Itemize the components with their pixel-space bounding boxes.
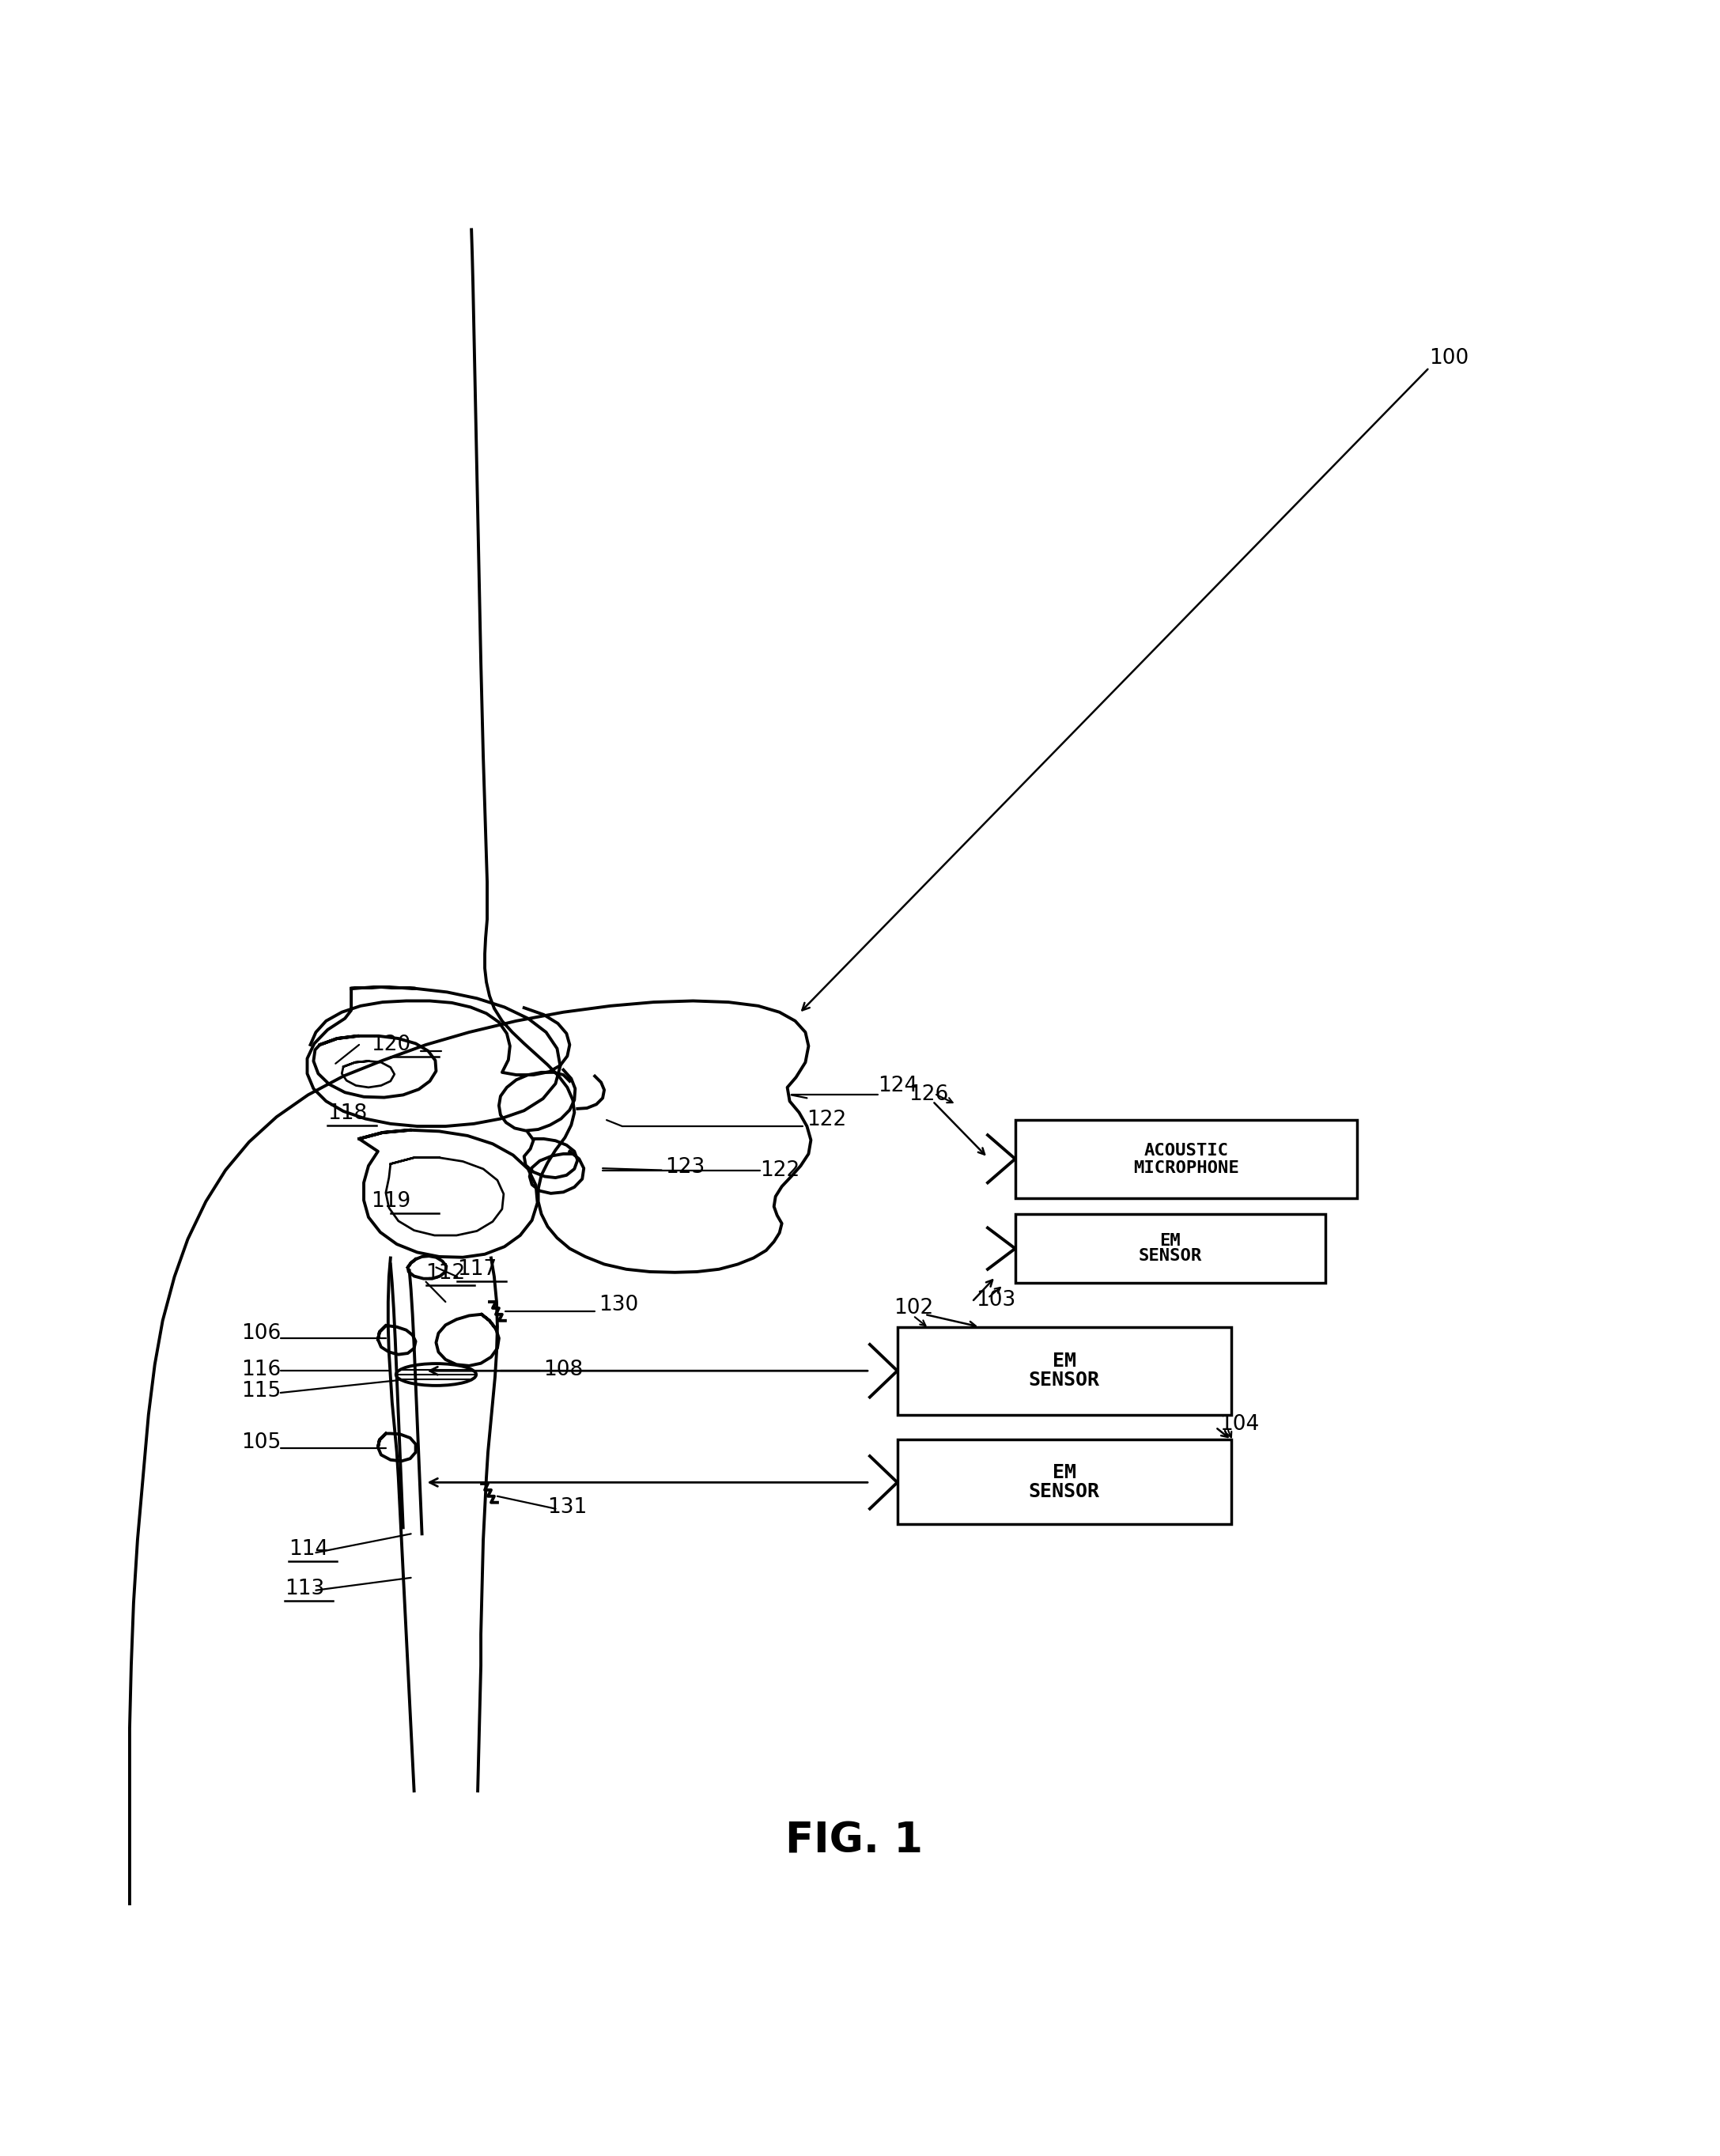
Bar bbox=[898, 1326, 1232, 1414]
Text: SENSOR: SENSOR bbox=[1139, 1248, 1202, 1263]
Text: 112: 112 bbox=[427, 1263, 466, 1285]
Text: 120: 120 bbox=[370, 1035, 411, 1054]
Bar bbox=[898, 1440, 1232, 1524]
Text: 115: 115 bbox=[241, 1382, 280, 1401]
Text: 117: 117 bbox=[458, 1259, 497, 1279]
Text: 124: 124 bbox=[877, 1076, 917, 1095]
Text: 103: 103 bbox=[975, 1289, 1015, 1311]
Text: 114: 114 bbox=[289, 1539, 329, 1559]
Text: 116: 116 bbox=[241, 1358, 280, 1380]
Text: 123: 123 bbox=[666, 1158, 705, 1177]
Text: 102: 102 bbox=[893, 1298, 934, 1319]
Text: 113: 113 bbox=[284, 1578, 323, 1600]
Bar bbox=[1015, 1214, 1326, 1283]
Text: 122: 122 bbox=[760, 1160, 800, 1181]
Text: 131: 131 bbox=[547, 1496, 588, 1518]
Text: SENSOR: SENSOR bbox=[1029, 1481, 1099, 1501]
Text: SENSOR: SENSOR bbox=[1029, 1371, 1099, 1391]
Text: EM: EM bbox=[1053, 1352, 1077, 1371]
Text: 105: 105 bbox=[241, 1432, 280, 1453]
Text: 126: 126 bbox=[910, 1084, 949, 1106]
Text: ACOUSTIC: ACOUSTIC bbox=[1144, 1143, 1228, 1158]
Bar bbox=[1015, 1119, 1357, 1199]
Text: 119: 119 bbox=[370, 1192, 411, 1212]
Text: 130: 130 bbox=[599, 1296, 638, 1315]
Text: 100: 100 bbox=[1429, 347, 1469, 369]
Text: 122: 122 bbox=[807, 1110, 846, 1130]
Text: EM: EM bbox=[1159, 1233, 1182, 1248]
Text: FIG. 1: FIG. 1 bbox=[786, 1820, 924, 1861]
Text: MICROPHONE: MICROPHONE bbox=[1133, 1160, 1238, 1175]
Text: 118: 118 bbox=[327, 1104, 368, 1123]
Text: 104: 104 bbox=[1219, 1414, 1259, 1434]
Text: 106: 106 bbox=[241, 1324, 280, 1343]
Text: 108: 108 bbox=[544, 1358, 583, 1380]
Text: EM: EM bbox=[1053, 1464, 1077, 1483]
